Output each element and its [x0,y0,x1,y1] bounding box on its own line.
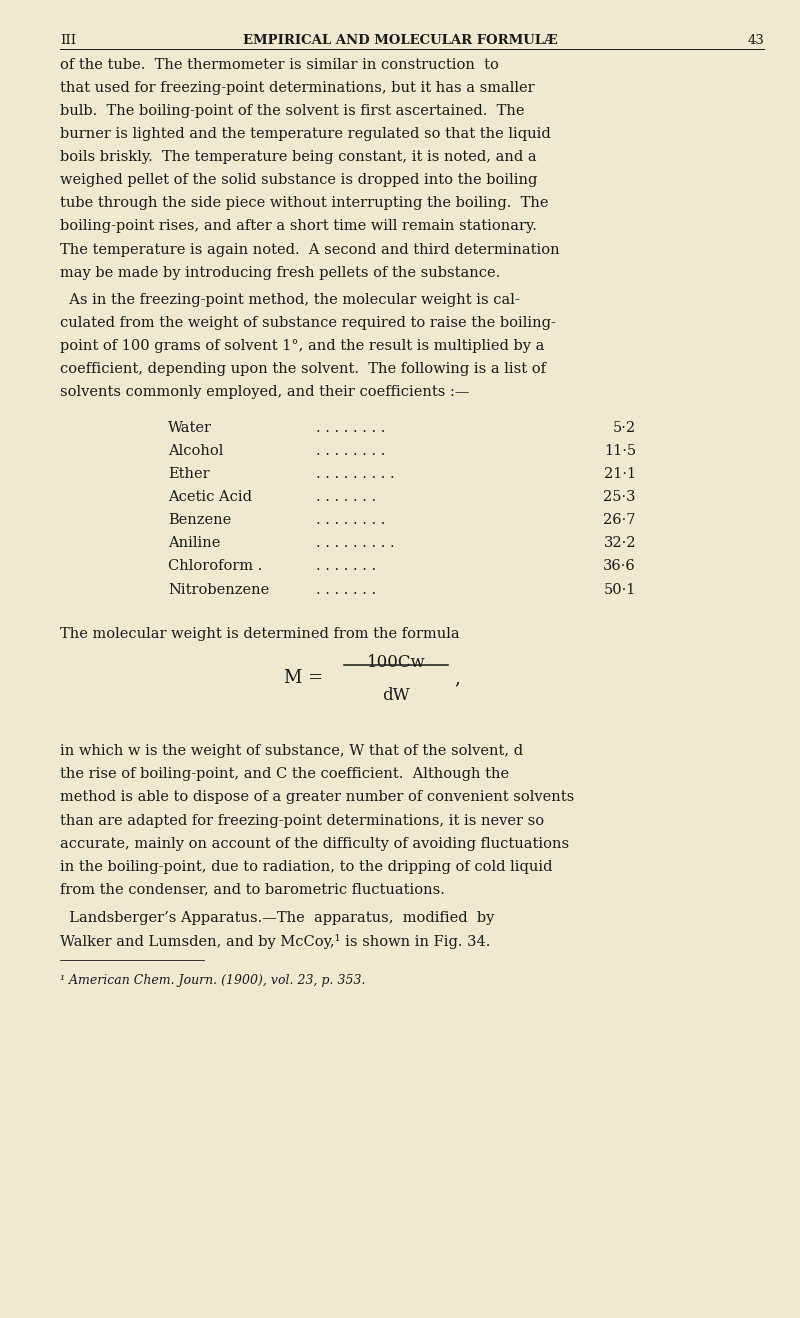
Text: 5·2: 5·2 [613,420,636,435]
Text: boiling-point rises, and after a short time will remain stationary.: boiling-point rises, and after a short t… [60,219,537,233]
Text: The molecular weight is determined from the formula: The molecular weight is determined from … [60,626,460,641]
Text: Walker and Lumsden, and by McCoy,¹ is shown in Fig. 34.: Walker and Lumsden, and by McCoy,¹ is sh… [60,934,490,949]
Text: Aniline: Aniline [168,536,220,551]
Text: ¹ American Chem. Journ. (1900), vol. 23, p. 353.: ¹ American Chem. Journ. (1900), vol. 23,… [60,974,366,987]
Text: III: III [60,34,76,47]
Text: point of 100 grams of solvent 1°, and the result is multiplied by a: point of 100 grams of solvent 1°, and th… [60,339,544,353]
Text: EMPIRICAL AND MOLECULAR FORMULÆ: EMPIRICAL AND MOLECULAR FORMULÆ [242,34,558,47]
Text: . . . . . . . .: . . . . . . . . [316,513,386,527]
Text: ,: , [454,668,460,687]
Text: coefficient, depending upon the solvent.  The following is a list of: coefficient, depending upon the solvent.… [60,361,546,376]
Text: culated from the weight of substance required to raise the boiling-: culated from the weight of substance req… [60,315,556,330]
Text: than are adapted for freezing-point determinations, it is never so: than are adapted for freezing-point dete… [60,813,544,828]
Text: of the tube.  The thermometer is similar in construction  to: of the tube. The thermometer is similar … [60,58,499,72]
Text: . . . . . . .: . . . . . . . [316,490,376,505]
Text: The temperature is again noted.  A second and third determination: The temperature is again noted. A second… [60,243,560,257]
Text: Alcohol: Alcohol [168,444,223,459]
Text: . . . . . . . . .: . . . . . . . . . [316,467,394,481]
Text: 43: 43 [747,34,764,47]
Text: 26·7: 26·7 [603,513,636,527]
Text: the rise of boiling-point, and C the coefficient.  Although the: the rise of boiling-point, and C the coe… [60,767,509,782]
Text: Chloroform .: Chloroform . [168,559,262,573]
Text: accurate, mainly on account of the difficulty of avoiding fluctuations: accurate, mainly on account of the diffi… [60,837,569,850]
Text: As in the freezing-point method, the molecular weight is cal-: As in the freezing-point method, the mol… [60,293,520,307]
Text: dW: dW [382,687,410,704]
Text: 21·1: 21·1 [604,467,636,481]
Text: weighed pellet of the solid substance is dropped into the boiling: weighed pellet of the solid substance is… [60,173,538,187]
Text: . . . . . . . . .: . . . . . . . . . [316,536,394,551]
Text: Landsberger’s Apparatus.—The  apparatus,  modified  by: Landsberger’s Apparatus.—The apparatus, … [60,911,494,925]
Text: method is able to dispose of a greater number of convenient solvents: method is able to dispose of a greater n… [60,791,574,804]
Text: tube through the side piece without interrupting the boiling.  The: tube through the side piece without inte… [60,196,549,211]
Text: solvents commonly employed, and their coefficients :—: solvents commonly employed, and their co… [60,385,470,399]
Text: bulb.  The boiling-point of the solvent is first ascertained.  The: bulb. The boiling-point of the solvent i… [60,104,525,119]
Text: Nitrobenzene: Nitrobenzene [168,583,270,597]
Text: 100Cw: 100Cw [366,654,426,671]
Text: 50·1: 50·1 [604,583,636,597]
Text: burner is lighted and the temperature regulated so that the liquid: burner is lighted and the temperature re… [60,127,550,141]
Text: M =: M = [284,668,323,687]
Text: . . . . . . . .: . . . . . . . . [316,444,386,459]
Text: boils briskly.  The temperature being constant, it is noted, and a: boils briskly. The temperature being con… [60,150,537,165]
Text: 11·5: 11·5 [604,444,636,459]
Text: Ether: Ether [168,467,210,481]
Text: from the condenser, and to barometric fluctuations.: from the condenser, and to barometric fl… [60,883,445,896]
Text: 25·3: 25·3 [603,490,636,505]
Text: 32·2: 32·2 [603,536,636,551]
Text: Acetic Acid: Acetic Acid [168,490,252,505]
Text: 36·6: 36·6 [603,559,636,573]
Text: . . . . . . . .: . . . . . . . . [316,420,386,435]
Text: that used for freezing-point determinations, but it has a smaller: that used for freezing-point determinati… [60,82,534,95]
Text: in the boiling-point, due to radiation, to the dripping of cold liquid: in the boiling-point, due to radiation, … [60,859,553,874]
Text: . . . . . . .: . . . . . . . [316,559,376,573]
Text: in which w is the weight of substance, W that of the solvent, d: in which w is the weight of substance, W… [60,745,523,758]
Text: Benzene: Benzene [168,513,231,527]
Text: Water: Water [168,420,212,435]
Text: may be made by introducing fresh pellets of the substance.: may be made by introducing fresh pellets… [60,265,500,279]
Text: . . . . . . .: . . . . . . . [316,583,376,597]
